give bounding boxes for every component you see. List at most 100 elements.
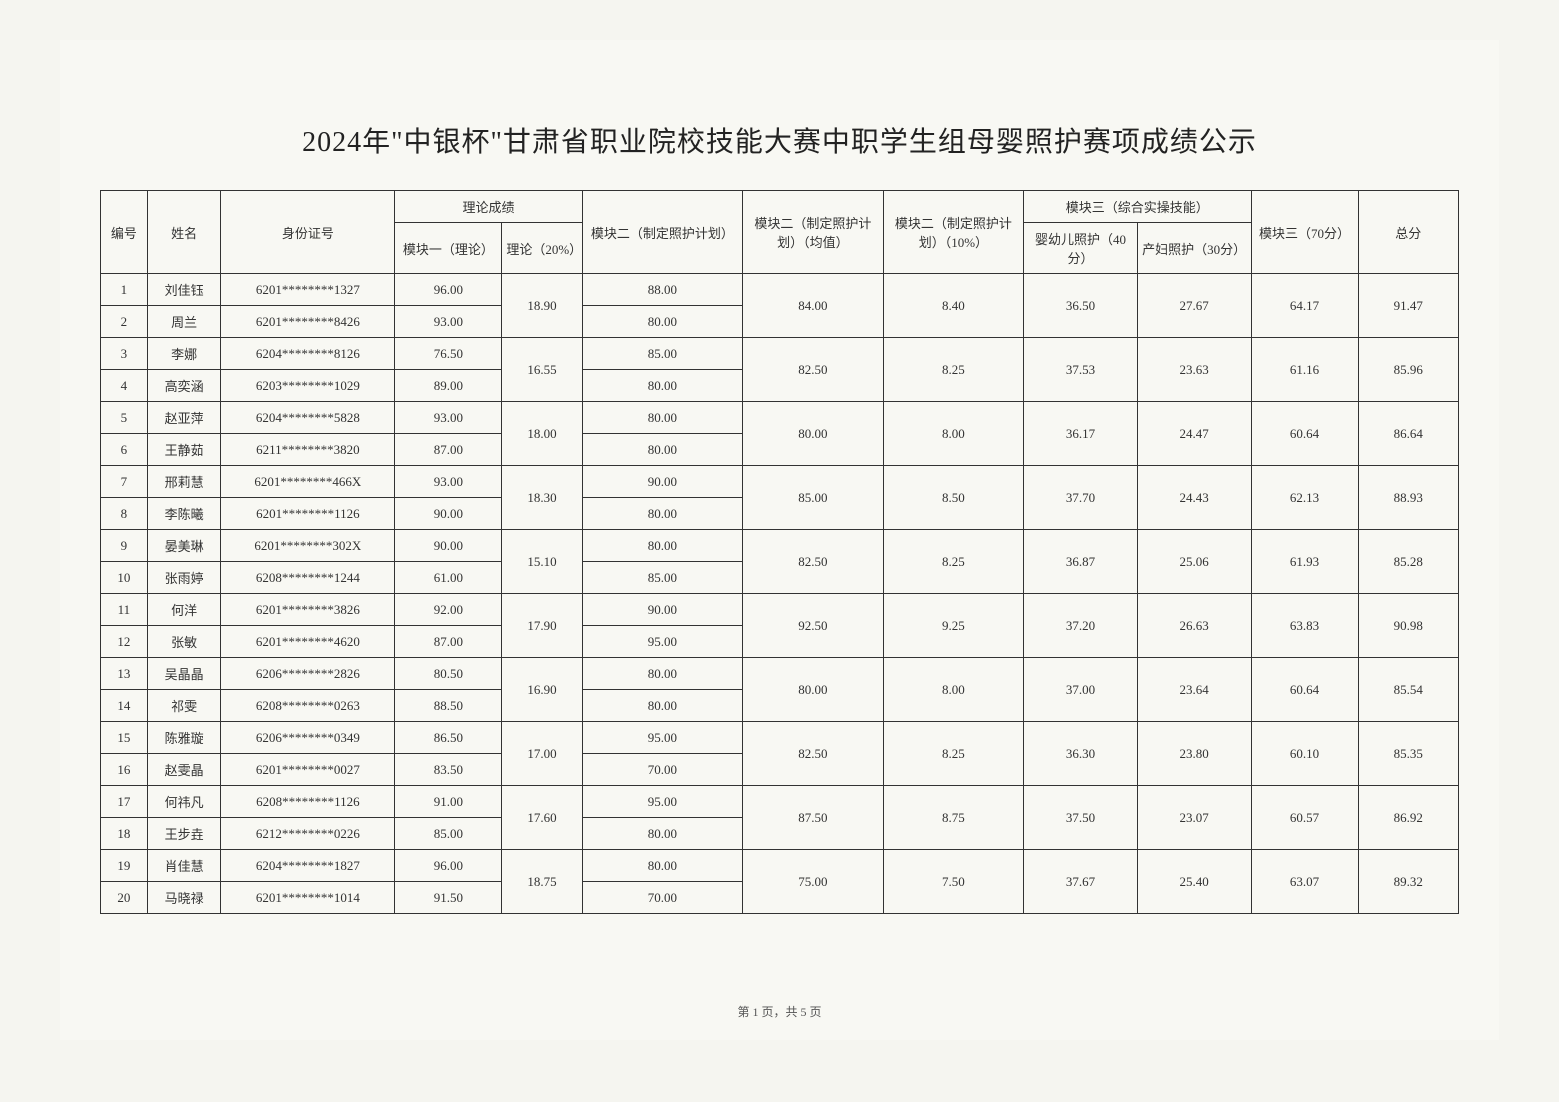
table-row: 17何祎凡6208********112691.0017.6095.0087.5…	[101, 786, 1459, 818]
cell-mod2a: 80.00	[582, 402, 743, 434]
cell-mod2a: 90.00	[582, 594, 743, 626]
cell-mod2c: 8.40	[883, 274, 1023, 338]
cell-id: 6206********0349	[221, 722, 395, 754]
cell-mod1: 90.00	[395, 530, 502, 562]
header-name: 姓名	[147, 191, 221, 274]
cell-total: 85.28	[1358, 530, 1458, 594]
cell-mod1: 93.00	[395, 306, 502, 338]
cell-id: 6204********8126	[221, 338, 395, 370]
cell-mod2c: 8.25	[883, 722, 1023, 786]
cell-num: 8	[101, 498, 148, 530]
cell-mod3: 61.16	[1251, 338, 1358, 402]
cell-mod3b: 24.47	[1137, 402, 1251, 466]
header-mod1: 模块一（理论）	[395, 223, 502, 274]
cell-mod2b: 85.00	[743, 466, 883, 530]
cell-mod2b: 82.50	[743, 530, 883, 594]
cell-mod2b: 80.00	[743, 658, 883, 722]
cell-mod2a: 85.00	[582, 338, 743, 370]
cell-mod3: 60.64	[1251, 402, 1358, 466]
cell-mod3a: 37.67	[1024, 850, 1138, 914]
cell-name: 王静茹	[147, 434, 221, 466]
page-footer: 第 1 页，共 5 页	[60, 1003, 1499, 1020]
cell-mod3b: 26.63	[1137, 594, 1251, 658]
header-theory-pct: 理论（20%）	[502, 223, 582, 274]
cell-mod1: 96.00	[395, 274, 502, 306]
cell-name: 马晓禄	[147, 882, 221, 914]
cell-id: 6203********1029	[221, 370, 395, 402]
cell-id: 6201********0027	[221, 754, 395, 786]
cell-total: 91.47	[1358, 274, 1458, 338]
cell-id: 6206********2826	[221, 658, 395, 690]
table-row: 5赵亚萍6204********582893.0018.0080.0080.00…	[101, 402, 1459, 434]
cell-mod3a: 37.00	[1024, 658, 1138, 722]
cell-theory: 17.00	[502, 722, 582, 786]
cell-id: 6201********302X	[221, 530, 395, 562]
header-mod2b: 模块二（制定照护计划）（均值）	[743, 191, 883, 274]
cell-id: 6208********0263	[221, 690, 395, 722]
cell-mod2a: 80.00	[582, 530, 743, 562]
cell-num: 18	[101, 818, 148, 850]
cell-name: 赵亚萍	[147, 402, 221, 434]
cell-num: 20	[101, 882, 148, 914]
table-row: 3李娜6204********812676.5016.5585.0082.508…	[101, 338, 1459, 370]
cell-mod2a: 90.00	[582, 466, 743, 498]
cell-num: 4	[101, 370, 148, 402]
cell-name: 陈雅璇	[147, 722, 221, 754]
table-header: 编号 姓名 身份证号 理论成绩 模块二（制定照护计划） 模块二（制定照护计划）（…	[101, 191, 1459, 274]
cell-mod1: 88.50	[395, 690, 502, 722]
cell-mod2a: 88.00	[582, 274, 743, 306]
table-row: 1刘佳钰6201********132796.0018.9088.0084.00…	[101, 274, 1459, 306]
cell-num: 5	[101, 402, 148, 434]
cell-total: 85.54	[1358, 658, 1458, 722]
cell-total: 85.35	[1358, 722, 1458, 786]
cell-total: 86.92	[1358, 786, 1458, 850]
cell-name: 周兰	[147, 306, 221, 338]
cell-mod3: 60.64	[1251, 658, 1358, 722]
cell-name: 何洋	[147, 594, 221, 626]
cell-mod3: 62.13	[1251, 466, 1358, 530]
cell-mod2b: 82.50	[743, 722, 883, 786]
cell-id: 6201********1126	[221, 498, 395, 530]
cell-name: 李娜	[147, 338, 221, 370]
cell-mod2b: 87.50	[743, 786, 883, 850]
header-mod2a: 模块二（制定照护计划）	[582, 191, 743, 274]
page-title: 2024年"中银杯"甘肃省职业院校技能大赛中职学生组母婴照护赛项成绩公示	[100, 120, 1459, 160]
cell-mod2c: 8.25	[883, 338, 1023, 402]
table-row: 9晏美琳6201********302X90.0015.1080.0082.50…	[101, 530, 1459, 562]
cell-name: 邢莉慧	[147, 466, 221, 498]
cell-id: 6208********1244	[221, 562, 395, 594]
cell-id: 6201********4620	[221, 626, 395, 658]
table-row: 13吴晶晶6206********282680.5016.9080.0080.0…	[101, 658, 1459, 690]
cell-name: 李陈曦	[147, 498, 221, 530]
header-theory-group: 理论成绩	[395, 191, 582, 223]
cell-mod3: 60.57	[1251, 786, 1358, 850]
cell-mod3: 61.93	[1251, 530, 1358, 594]
cell-id: 6201********8426	[221, 306, 395, 338]
header-total: 总分	[1358, 191, 1458, 274]
cell-mod3a: 37.70	[1024, 466, 1138, 530]
cell-mod2b: 92.50	[743, 594, 883, 658]
cell-mod1: 87.00	[395, 626, 502, 658]
cell-mod1: 76.50	[395, 338, 502, 370]
cell-mod1: 87.00	[395, 434, 502, 466]
cell-mod3a: 36.50	[1024, 274, 1138, 338]
cell-mod3b: 24.43	[1137, 466, 1251, 530]
cell-id: 6201********3826	[221, 594, 395, 626]
cell-mod2a: 70.00	[582, 754, 743, 786]
cell-mod3: 63.83	[1251, 594, 1358, 658]
cell-theory: 18.30	[502, 466, 582, 530]
cell-mod2a: 80.00	[582, 690, 743, 722]
cell-mod3b: 23.63	[1137, 338, 1251, 402]
header-id: 身份证号	[221, 191, 395, 274]
cell-total: 86.64	[1358, 402, 1458, 466]
cell-theory: 16.55	[502, 338, 582, 402]
cell-mod2c: 9.25	[883, 594, 1023, 658]
cell-mod2a: 95.00	[582, 626, 743, 658]
header-mod3-group: 模块三（综合实操技能）	[1024, 191, 1251, 223]
header-mod3: 模块三（70分）	[1251, 191, 1358, 274]
cell-id: 6201********1014	[221, 882, 395, 914]
cell-num: 12	[101, 626, 148, 658]
cell-mod1: 92.00	[395, 594, 502, 626]
cell-mod2a: 95.00	[582, 722, 743, 754]
cell-mod1: 61.00	[395, 562, 502, 594]
